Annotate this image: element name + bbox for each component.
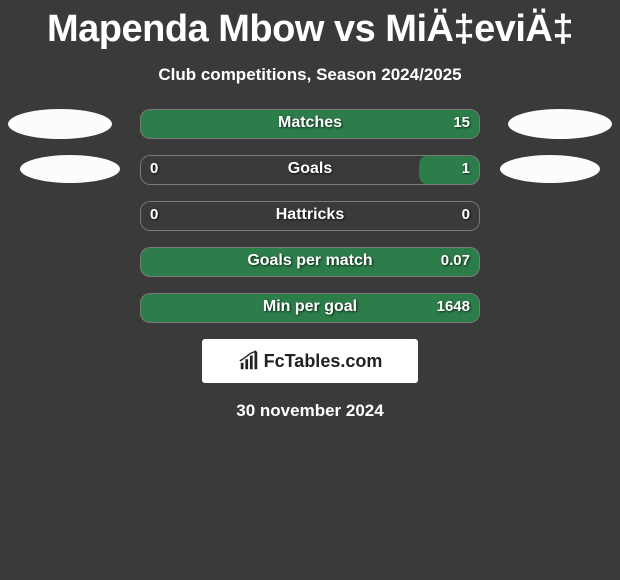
stat-row: Goals0 1 [140, 155, 480, 185]
left-value: 0 [150, 206, 158, 223]
fctables-logo[interactable]: FcTables.com [202, 339, 418, 383]
stat-label: Hattricks [140, 206, 480, 224]
player-left-avatar-2 [20, 155, 120, 183]
comparison-title: Mapenda Mbow vs MiÄ‡eviÄ‡ [0, 0, 620, 51]
bars-container: Matches15Goals01Hattricks00Goals per mat… [140, 109, 480, 339]
player-right-avatar-2 [500, 155, 600, 183]
left-value: 0 [150, 160, 158, 177]
stat-row: Matches15 [140, 109, 480, 139]
right-value: 0.07 [441, 252, 470, 269]
player-right-avatar-1 [508, 109, 612, 139]
stat-row: Min per goal1648 [140, 293, 480, 323]
stat-label: Matches [140, 114, 480, 132]
stat-row: Goals per match0.07 [140, 247, 480, 277]
stat-label: Min per goal [140, 298, 480, 316]
comparison-subtitle: Club competitions, Season 2024/2025 [0, 65, 620, 85]
stat-row: Hattricks0 0 [140, 201, 480, 231]
right-value: 1648 [437, 298, 470, 315]
right-value: 1 [462, 160, 470, 177]
comparison-date: 30 november 2024 [0, 401, 620, 421]
player-left-avatar-1 [8, 109, 112, 139]
right-value: 15 [453, 114, 470, 131]
chart-icon [238, 350, 260, 372]
stat-label: Goals [140, 160, 480, 178]
right-value: 0 [462, 206, 470, 223]
stat-label: Goals per match [140, 252, 480, 270]
logo-text: FcTables.com [264, 351, 383, 372]
